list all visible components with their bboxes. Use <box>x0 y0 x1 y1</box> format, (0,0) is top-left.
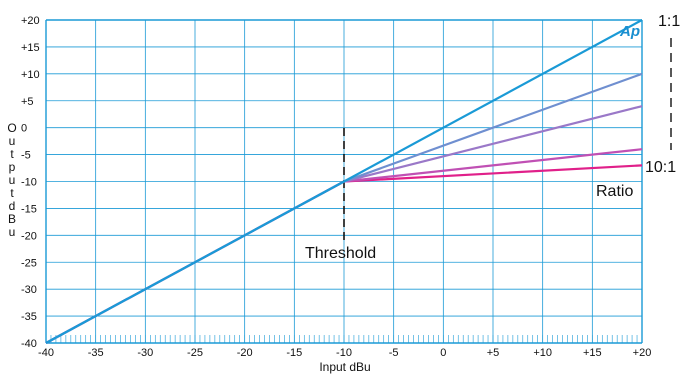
x-tick-label: -30 <box>137 347 153 359</box>
ap-logo: Ap <box>619 23 640 40</box>
y-axis-title-char: t <box>10 186 14 200</box>
x-axis-ticks: -40 -35 -30 -25 -20 -15 -10 -5 0 +5 +10 +15 +20 <box>38 347 651 359</box>
series-group <box>45 19 643 344</box>
y-tick-label: -35 <box>21 311 37 323</box>
y-axis-title-char: u <box>9 134 16 148</box>
y-tick-label: -10 <box>21 177 37 189</box>
x-tick-label: -10 <box>336 347 352 359</box>
y-axis-title-char: u <box>9 225 16 239</box>
y-axis-title-char: p <box>9 160 16 174</box>
y-tick-label: +20 <box>21 15 40 27</box>
y-axis-title-char: O <box>7 121 16 135</box>
ratio-label: Ratio <box>596 183 633 200</box>
x-tick-label: +5 <box>487 347 500 359</box>
ratio-bottom-label: 10:1 <box>645 159 676 176</box>
y-axis-title-char: t <box>10 147 14 161</box>
x-tick-label: +20 <box>633 347 652 359</box>
y-tick-label: +10 <box>21 69 40 81</box>
y-tick-label: -15 <box>21 203 37 215</box>
y-tick-label: -25 <box>21 257 37 269</box>
y-axis-title-char: u <box>9 173 16 187</box>
y-tick-label: -20 <box>21 230 37 242</box>
x-tick-label: -15 <box>286 347 302 359</box>
x-tick-label: -5 <box>389 347 399 359</box>
y-tick-label: 0 <box>21 123 27 135</box>
y-tick-label: -5 <box>21 150 31 162</box>
x-tick-label: +15 <box>583 347 602 359</box>
x-tick-label: +10 <box>533 347 552 359</box>
x-tick-label: -35 <box>88 347 104 359</box>
x-axis-title: Input dBu <box>319 360 370 374</box>
series-line-1 <box>45 19 643 344</box>
threshold-label: Threshold <box>305 245 376 262</box>
x-tick-label: -20 <box>237 347 253 359</box>
y-axis-title-char: B <box>8 212 16 226</box>
y-tick-label: -40 <box>21 338 37 350</box>
y-tick-label: +15 <box>21 42 40 54</box>
x-tick-label: 0 <box>440 347 446 359</box>
y-tick-label: +5 <box>21 96 34 108</box>
y-axis-title-char: d <box>9 199 16 213</box>
x-tick-label: -40 <box>38 347 54 359</box>
y-axis-ticks: +20 +15 +10 +5 0 -5 -10 -15 -20 -25 -30 -35 -40 <box>21 15 40 350</box>
x-tick-label: -25 <box>187 347 203 359</box>
ratio-top-label: 1:1 <box>658 13 680 30</box>
y-tick-label: -30 <box>21 284 37 296</box>
